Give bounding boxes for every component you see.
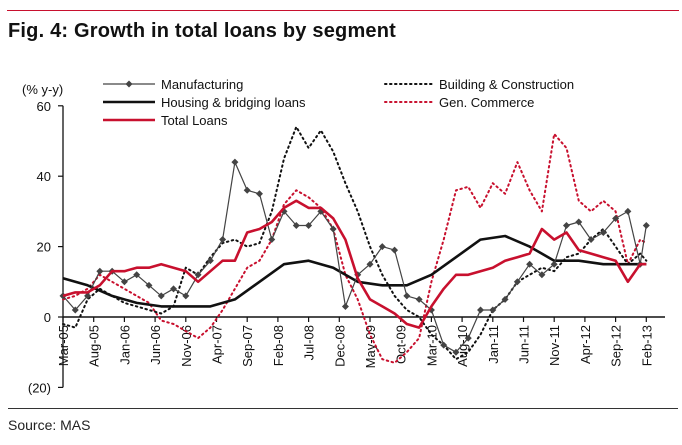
- x-tick-label: Mar-10: [424, 325, 439, 366]
- top-rule: [7, 10, 679, 11]
- y-tick-label: 40: [37, 169, 51, 184]
- legend-label-building-construction: Building & Construction: [439, 77, 574, 92]
- data-point-manufacturing: [182, 292, 190, 300]
- data-point-manufacturing: [575, 218, 583, 226]
- x-tick-label: Mar-05: [56, 325, 71, 366]
- data-point-manufacturing: [96, 267, 104, 275]
- data-point-manufacturing: [464, 334, 472, 342]
- series-manufacturing: [62, 161, 647, 353]
- data-point-manufacturing: [145, 281, 153, 289]
- x-tick-label: Jun-11: [517, 325, 532, 364]
- legend-marker-manufacturing: [125, 80, 133, 88]
- legend-label-manufacturing: Manufacturing: [161, 77, 243, 92]
- data-point-manufacturing: [329, 225, 337, 233]
- data-point-manufacturing: [120, 278, 128, 286]
- data-point-manufacturing: [391, 246, 399, 254]
- x-tick-label: Jun-06: [148, 325, 163, 365]
- legend-label-housing-bridging-loans: Housing & bridging loans: [161, 95, 306, 110]
- data-point-manufacturing: [526, 260, 534, 268]
- data-point-manufacturing: [538, 271, 546, 279]
- chart-title: Fig. 4: Growth in total loans by segment: [8, 20, 397, 42]
- y-tick-label: 20: [37, 240, 51, 255]
- x-tick-label: Sep-07: [240, 325, 255, 367]
- data-point-manufacturing: [194, 271, 202, 279]
- series-building-construction: [62, 125, 648, 361]
- data-point-manufacturing: [255, 190, 263, 198]
- data-point-manufacturing: [170, 285, 178, 293]
- series-total-loans: [62, 199, 647, 329]
- series-lines: [59, 125, 650, 364]
- data-point-manufacturing: [501, 295, 509, 303]
- data-point-manufacturing: [513, 278, 521, 286]
- data-point-manufacturing: [292, 221, 300, 229]
- data-point-manufacturing: [366, 260, 374, 268]
- data-point-manufacturing: [133, 271, 141, 279]
- data-point-manufacturing: [305, 221, 313, 229]
- x-tick-label: Apr-12: [578, 325, 593, 364]
- data-point-manufacturing: [219, 236, 227, 244]
- x-tick-label: Nov-06: [179, 325, 194, 367]
- series-gen-commerce: [62, 133, 648, 364]
- x-tick-label: Jan-06: [117, 325, 132, 365]
- x-tick-label: Aug-10: [455, 325, 470, 367]
- data-point-manufacturing: [378, 243, 386, 251]
- data-point-manufacturing: [624, 207, 632, 215]
- source-note: Source: MAS: [8, 417, 91, 433]
- data-point-manufacturing: [477, 306, 485, 314]
- data-point-manufacturing: [157, 292, 165, 300]
- data-point-manufacturing: [403, 292, 411, 300]
- data-point-manufacturing: [489, 306, 497, 314]
- legend-label-gen-commerce: Gen. Commerce: [439, 95, 534, 110]
- axes: 60 40 20 0 (20) (% y-y) Mar-05 Aug-05 Jan-06 Jun-…: [22, 82, 665, 395]
- data-point-manufacturing: [268, 236, 276, 244]
- x-tick-label: Aug-05: [87, 325, 102, 367]
- data-point-manufacturing: [231, 158, 239, 166]
- y-axis-label: (% y-y): [22, 82, 63, 97]
- x-tick-label: Apr-07: [210, 325, 225, 364]
- data-point-manufacturing: [550, 260, 558, 268]
- x-tick-label: Jan-11: [486, 325, 501, 364]
- y-tick-label: (20): [28, 380, 51, 395]
- legend-label-total-loans: Total Loans: [161, 113, 228, 128]
- data-point-manufacturing: [84, 292, 92, 300]
- data-point-manufacturing: [440, 341, 448, 349]
- data-point-manufacturing: [243, 186, 251, 194]
- data-point-manufacturing: [206, 257, 214, 265]
- data-point-manufacturing: [341, 302, 349, 310]
- data-point-manufacturing: [587, 236, 595, 244]
- y-tick-label: 0: [44, 310, 51, 325]
- x-tick-label: Jul-08: [302, 325, 317, 360]
- x-tick-label: May-09: [363, 325, 378, 368]
- data-point-manufacturing: [642, 221, 650, 229]
- x-tick-label: Feb-08: [271, 325, 286, 366]
- x-tick-label: Nov-11: [547, 325, 562, 366]
- bottom-rule: [8, 408, 678, 409]
- x-tick-label: Sep-12: [609, 325, 624, 367]
- data-point-manufacturing: [452, 348, 460, 356]
- x-tick-label: Feb-13: [639, 325, 654, 366]
- y-tick-label: 60: [37, 99, 51, 114]
- legend: Manufacturing Housing & bridging loans Tot…: [103, 77, 574, 128]
- data-point-manufacturing: [612, 214, 620, 222]
- data-point-manufacturing: [599, 229, 607, 237]
- data-point-manufacturing: [415, 295, 423, 303]
- data-point-manufacturing: [562, 221, 570, 229]
- x-tick-label: Dec-08: [332, 325, 347, 367]
- data-point-manufacturing: [71, 306, 79, 314]
